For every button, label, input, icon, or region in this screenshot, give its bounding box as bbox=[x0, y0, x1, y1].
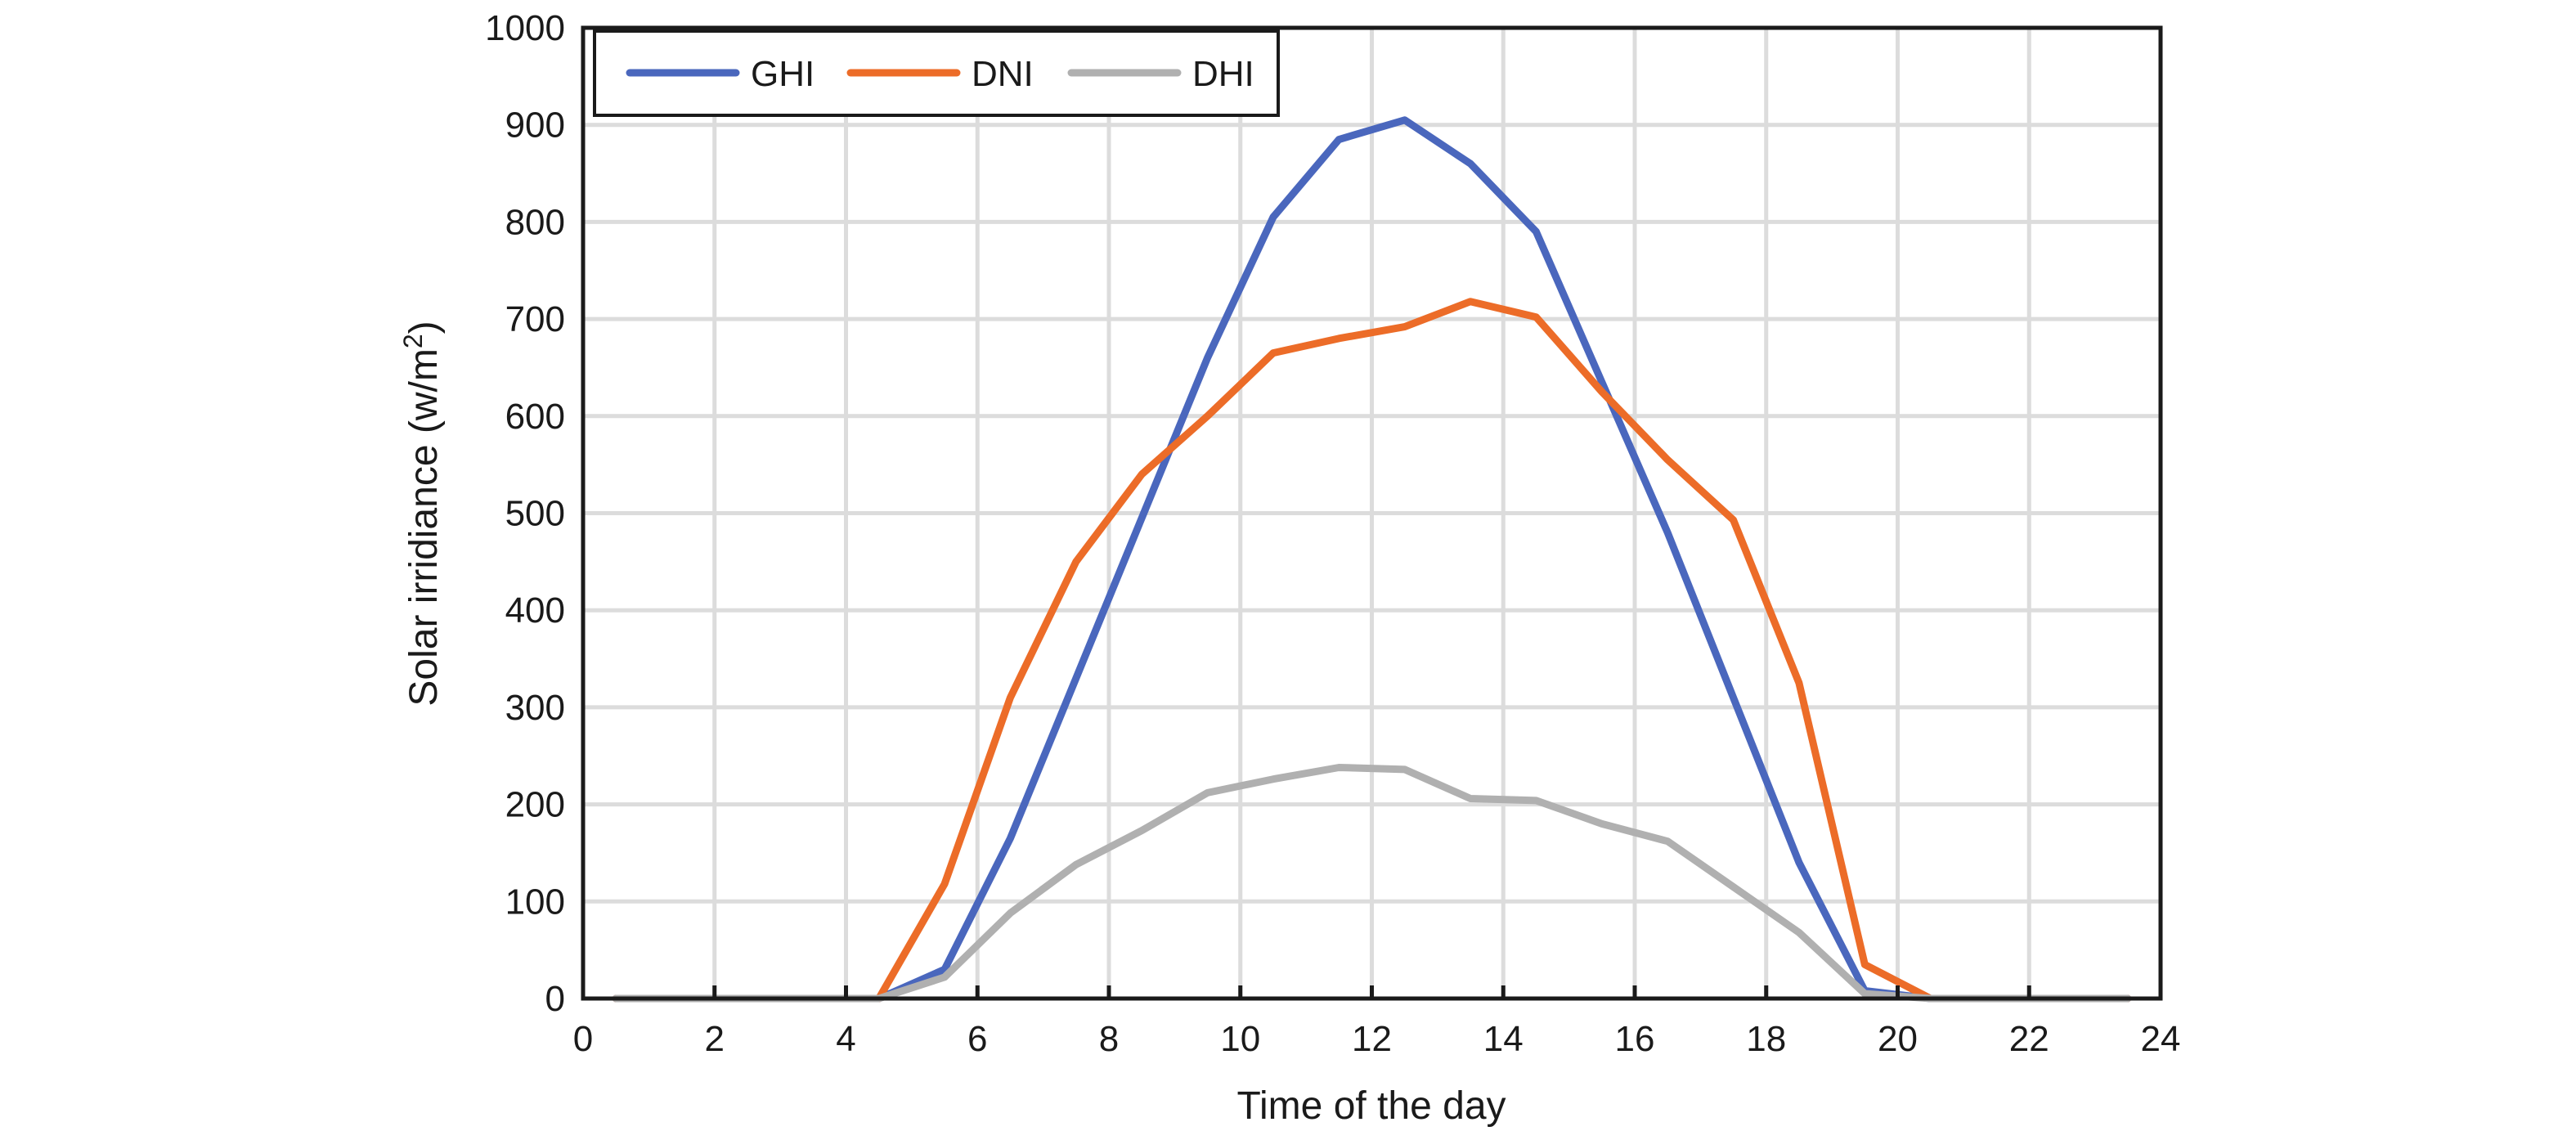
x-axis-label: Time of the day bbox=[1236, 1084, 1506, 1128]
y-tick-label: 600 bbox=[505, 397, 565, 437]
x-tick-label: 16 bbox=[1615, 1019, 1655, 1059]
y-tick-label: 800 bbox=[505, 202, 565, 242]
y-tick-label: 300 bbox=[505, 688, 565, 728]
y-tick-label: 100 bbox=[505, 882, 565, 922]
x-tick-label: 20 bbox=[1878, 1019, 1918, 1059]
x-tick-label: 24 bbox=[2141, 1019, 2181, 1059]
y-tick-label: 500 bbox=[505, 494, 565, 534]
y-tick-label: 0 bbox=[545, 979, 565, 1019]
x-tick-label: 10 bbox=[1220, 1019, 1260, 1059]
x-tick-label: 6 bbox=[967, 1019, 987, 1059]
x-tick-label: 2 bbox=[705, 1019, 725, 1059]
y-axis-label: Solar irridiance (w/m2) bbox=[398, 321, 446, 706]
y-tick-label: 200 bbox=[505, 785, 565, 825]
y-tick-label: 400 bbox=[505, 590, 565, 631]
y-tick-label: 700 bbox=[505, 299, 565, 339]
x-tick-label: 4 bbox=[836, 1019, 855, 1059]
x-tick-label: 8 bbox=[1099, 1019, 1119, 1059]
x-tick-label: 0 bbox=[573, 1019, 593, 1059]
legend: GHI DNI DHI bbox=[593, 29, 1280, 117]
y-tick-label: 1000 bbox=[485, 8, 565, 48]
x-tick-label: 22 bbox=[2009, 1019, 2049, 1059]
x-tick-label: 18 bbox=[1746, 1019, 1786, 1059]
x-tick-label: 14 bbox=[1483, 1019, 1524, 1059]
legend-label-dni: DNI bbox=[972, 54, 1034, 94]
y-tick-label: 900 bbox=[505, 105, 565, 146]
axis-ticks: 0 2 4 6 8 10 12 14 16 18 20 22 240100200300400500600… bbox=[485, 8, 2180, 1059]
grid bbox=[581, 25, 2163, 1001]
legend-label-dhi: DHI bbox=[1192, 54, 1254, 94]
legend-label-ghi: GHI bbox=[751, 54, 815, 94]
x-tick-label: 12 bbox=[1352, 1019, 1392, 1059]
